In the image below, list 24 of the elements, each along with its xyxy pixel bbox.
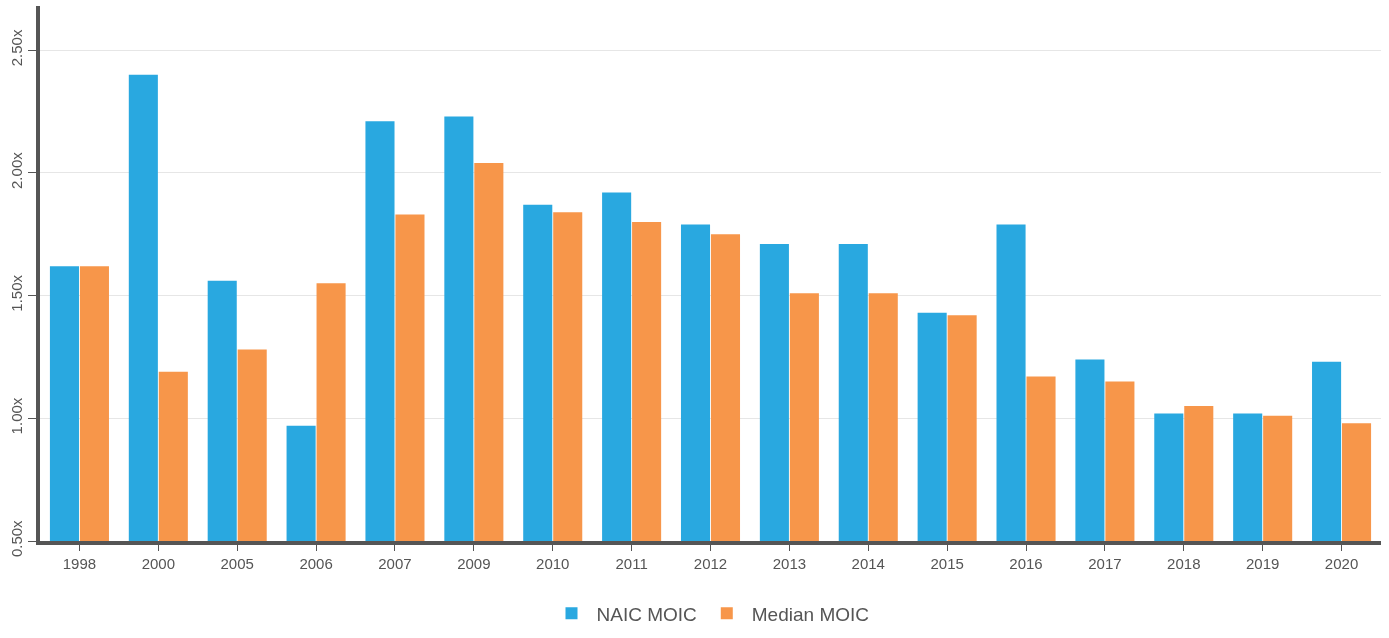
x-tick-label: 2011 <box>615 555 648 572</box>
x-tick-label: 2019 <box>1245 555 1280 572</box>
x-tick-label: 2009 <box>457 555 491 572</box>
y-tick-label: 1.50x <box>8 274 25 312</box>
x-tick-label: 2017 <box>1088 555 1122 572</box>
legend-label: NAIC MOIC <box>596 603 697 625</box>
x-tick-label: 2007 <box>378 555 412 572</box>
x-tick-label: 2016 <box>1009 555 1043 572</box>
x-tick-label: 2000 <box>141 555 176 572</box>
x-tick-label: 2018 <box>1167 555 1201 572</box>
x-tick-label: 1998 <box>62 555 97 572</box>
x-tick-label: 2005 <box>220 555 254 572</box>
x-tick-label: 2014 <box>851 555 885 572</box>
y-tick-label: 2.00x <box>8 151 25 189</box>
y-tick-label: 2.50x <box>8 29 25 67</box>
y-tick-label: 1.00x <box>8 397 25 435</box>
x-tick-label: 2020 <box>1324 555 1359 572</box>
x-tick-label: 2015 <box>930 555 964 572</box>
x-tick-label: 2010 <box>536 555 570 572</box>
x-tick-label: 2006 <box>299 555 333 572</box>
x-tick-label: 2012 <box>693 555 728 572</box>
legend-label: Median MOIC <box>751 603 869 625</box>
y-tick-label: 0.50x <box>8 519 25 558</box>
x-tick-label: 2013 <box>772 555 807 572</box>
